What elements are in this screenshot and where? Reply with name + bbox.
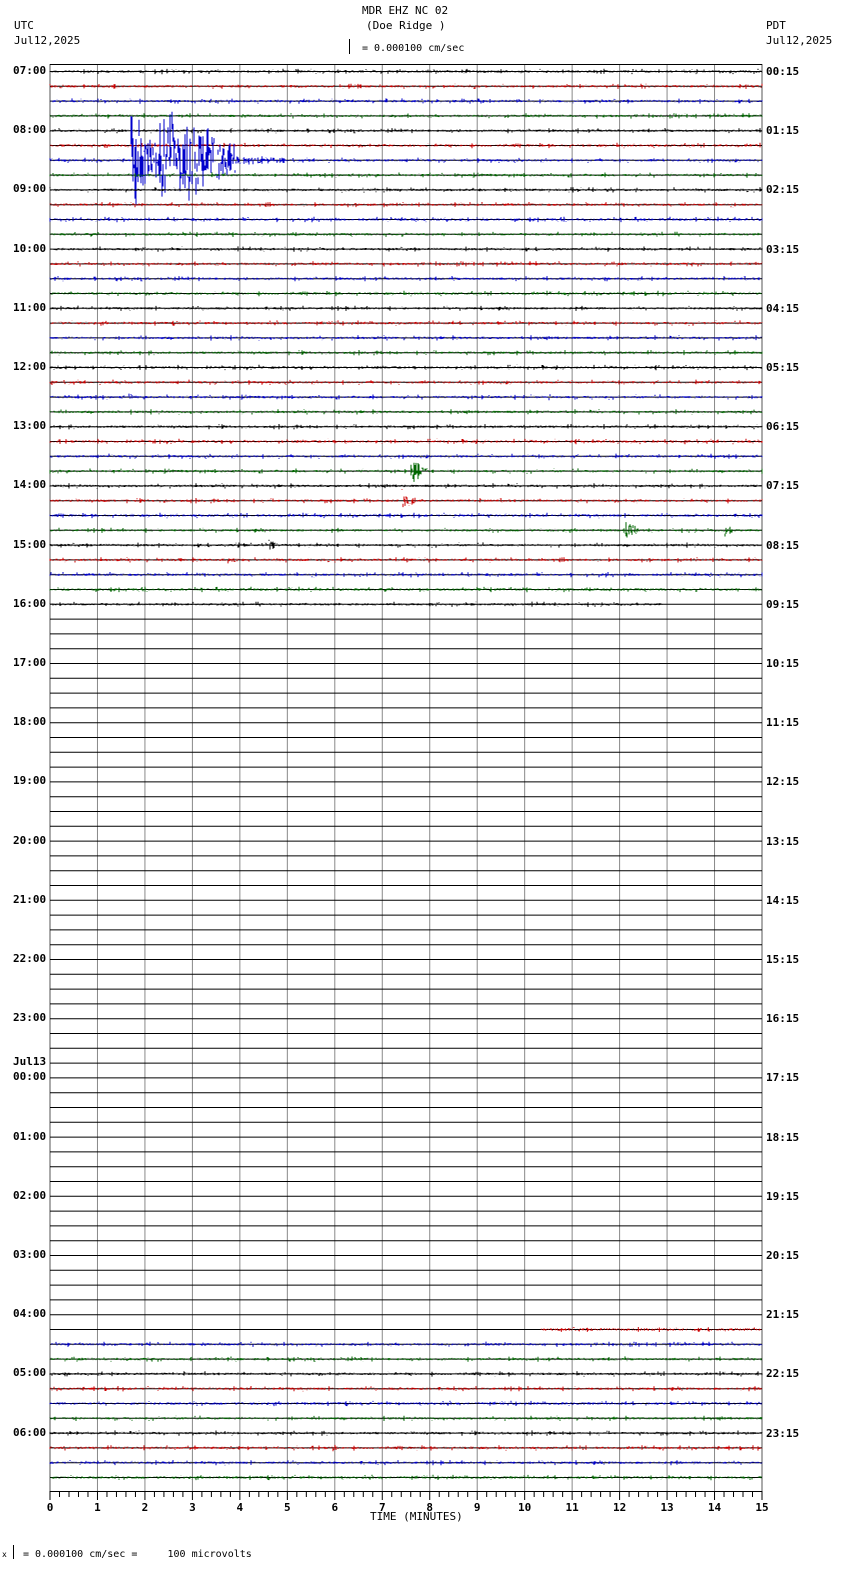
svg-text:9: 9 [474, 1501, 481, 1514]
svg-text:8: 8 [426, 1501, 433, 1514]
footer-scale-text: = 0.000100 cm/sec = 100 microvolts [23, 1549, 252, 1560]
pdt-time-label: 21:15 [766, 1308, 800, 1322]
svg-text:0: 0 [47, 1501, 54, 1514]
utc-time-label: 03:00 [13, 1248, 47, 1261]
pdt-time-label: 17:15 [766, 1071, 800, 1085]
utc-time-label: 04:00 [13, 1307, 47, 1321]
utc-time-label: 06:00 [13, 1425, 47, 1439]
pdt-time-label: 04:15 [766, 301, 800, 315]
pdt-time-label: 12:15 [766, 775, 800, 789]
left-date: Jul12,2025 [14, 34, 81, 47]
pdt-time-label: 20:15 [766, 1249, 800, 1262]
svg-text:5: 5 [284, 1501, 291, 1514]
utc-time-label: 20:00 [13, 833, 47, 847]
utc-time-label: 22:00 [13, 952, 47, 965]
svg-text:3: 3 [189, 1501, 196, 1514]
scale-text: = 0.000100 cm/sec [362, 43, 465, 54]
utc-time-label: 00:00 [13, 1070, 47, 1084]
left-timezone: UTC [14, 19, 34, 32]
utc-time-label: 10:00 [13, 241, 47, 255]
utc-time-label: 21:00 [13, 892, 47, 906]
pdt-time-label: 10:15 [766, 657, 800, 670]
svg-text:1: 1 [94, 1501, 101, 1514]
pdt-time-label: 00:15 [766, 65, 800, 78]
pdt-time-label: 22:15 [766, 1367, 800, 1381]
svg-text:12: 12 [613, 1501, 626, 1514]
station-title: MDR EHZ NC 02 [362, 4, 449, 17]
pdt-time-label: 18:15 [766, 1130, 800, 1144]
utc-time-label: 17:00 [13, 656, 47, 669]
utc-time-label: 15:00 [13, 537, 47, 551]
pdt-time-label: 16:15 [766, 1012, 800, 1026]
svg-text:15: 15 [755, 1501, 768, 1514]
pdt-time-label: 15:15 [766, 953, 800, 966]
svg-text:11: 11 [566, 1501, 580, 1514]
utc-time-label: 18:00 [13, 715, 47, 729]
utc-time-label: 05:00 [13, 1366, 47, 1380]
footer-prefix: x [2, 1550, 7, 1559]
pdt-time-label: 05:15 [766, 361, 800, 374]
utc-time-label: 09:00 [13, 182, 47, 196]
pdt-time-label: 09:15 [766, 597, 800, 611]
utc-time-label: 11:00 [13, 300, 47, 314]
utc-time-label: 19:00 [13, 774, 47, 788]
svg-text:14: 14 [708, 1501, 722, 1514]
svg-text:10: 10 [518, 1501, 531, 1514]
pdt-time-label: 23:15 [766, 1426, 800, 1440]
utc-time-label: 07:00 [13, 64, 47, 77]
scale-bar-icon [349, 39, 355, 54]
x-axis-label: TIME (MINUTES) [370, 1510, 463, 1523]
right-timezone: PDT [766, 19, 786, 32]
footer-scale-bar-icon [13, 1545, 18, 1559]
svg-text:7: 7 [379, 1501, 386, 1514]
utc-time-label: 01:00 [13, 1129, 47, 1143]
svg-text:13: 13 [660, 1501, 673, 1514]
pdt-time-label: 06:15 [766, 420, 800, 434]
right-date: Jul12,2025 [766, 34, 833, 47]
utc-time-label: 23:00 [13, 1011, 47, 1025]
pdt-time-label: 03:15 [766, 242, 800, 256]
pdt-time-label: 01:15 [766, 124, 800, 138]
utc-time-label: 12:00 [13, 360, 47, 373]
utc-time-label: 16:00 [13, 596, 47, 610]
pdt-time-label: 19:15 [766, 1189, 800, 1203]
svg-text:4: 4 [237, 1501, 244, 1514]
station-location: (Doe Ridge ) [366, 19, 446, 32]
utc-time-label: 14:00 [13, 478, 47, 492]
utc-time-label: 02:00 [13, 1188, 47, 1202]
utc-time-label: 13:00 [13, 419, 47, 433]
pdt-time-label: 07:15 [766, 479, 800, 493]
svg-text:6: 6 [331, 1501, 338, 1514]
pdt-time-label: 02:15 [766, 183, 800, 197]
svg-text:2: 2 [142, 1501, 149, 1514]
pdt-time-label: 11:15 [766, 716, 800, 730]
utc-time-label: 08:00 [13, 123, 47, 137]
pdt-time-label: 14:15 [766, 893, 800, 907]
utc-date-label: Jul13 [13, 1055, 47, 1069]
pdt-time-label: 13:15 [766, 834, 800, 848]
pdt-time-label: 08:15 [766, 538, 800, 552]
